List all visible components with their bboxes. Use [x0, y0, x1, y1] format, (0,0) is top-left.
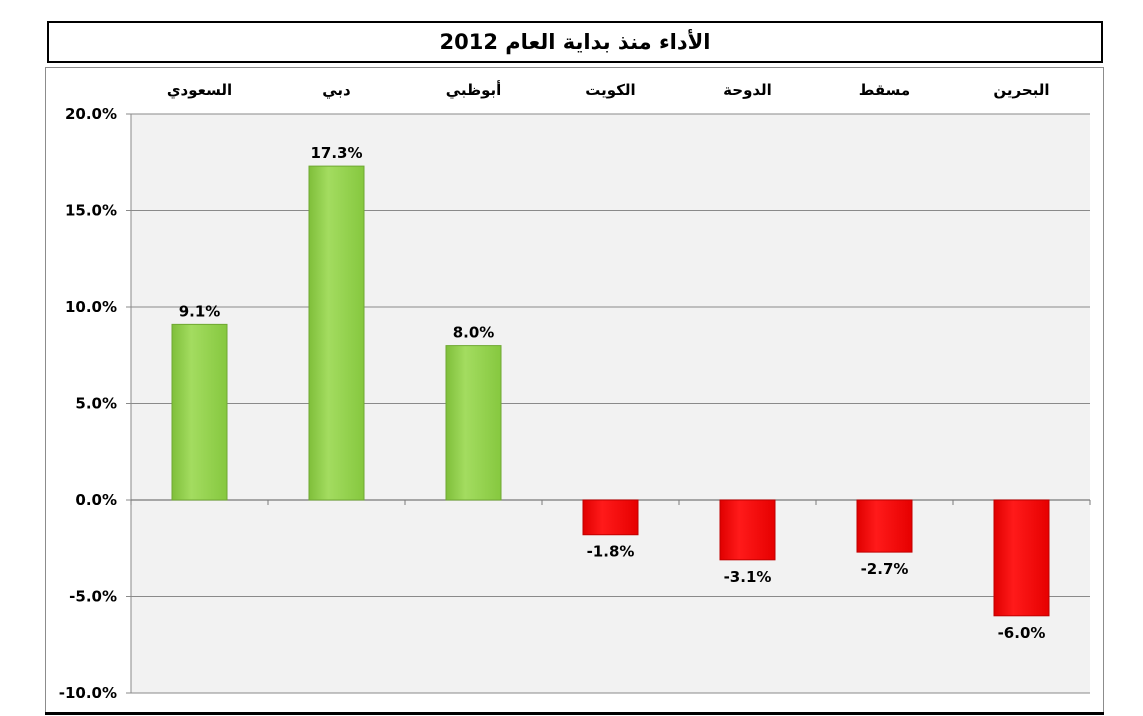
category-label: الكويت [585, 81, 635, 99]
y-tick-label: 20.0% [65, 105, 117, 123]
data-label: 8.0% [453, 324, 495, 342]
category-label: الدوحة [723, 81, 772, 99]
bar-negative [993, 499, 1050, 617]
y-tick-label: -5.0% [69, 588, 117, 606]
gridlines [131, 113, 1090, 694]
bar-positive [308, 165, 365, 501]
y-tick-label: 10.0% [65, 298, 117, 316]
category-label: البحرين [993, 81, 1049, 99]
chart-title-box: الأداء منذ بداية العام 2012 [47, 21, 1103, 63]
y-tick-label: 0.0% [75, 491, 117, 509]
bar-negative [856, 499, 913, 553]
chart-title: الأداء منذ بداية العام 2012 [439, 30, 711, 54]
data-label: -3.1% [724, 568, 772, 586]
category-label: السعودي [167, 81, 232, 100]
category-label: دبي [322, 81, 351, 99]
category-label: مسقط [859, 81, 910, 99]
bar-positive [171, 323, 228, 501]
data-label: 9.1% [179, 302, 221, 320]
y-tick-label: 15.0% [65, 202, 117, 220]
bars [171, 165, 1050, 617]
bar-negative [719, 499, 776, 561]
data-label: 17.3% [310, 144, 362, 162]
bar-positive [445, 345, 502, 501]
data-label: -1.8% [587, 543, 635, 561]
y-tick-label: 5.0% [75, 395, 117, 413]
y-tick-label: -10.0% [59, 684, 117, 702]
category-label: أبوظبي [446, 80, 502, 99]
labels: 20.0% 15.0% 10.0% 5.0% 0.0% -5.0% -10.0% السعود… [59, 80, 1050, 702]
data-label: -6.0% [998, 624, 1046, 642]
bar-negative [582, 499, 639, 536]
data-label: -2.7% [861, 560, 909, 578]
bottom-divider [45, 712, 1104, 715]
